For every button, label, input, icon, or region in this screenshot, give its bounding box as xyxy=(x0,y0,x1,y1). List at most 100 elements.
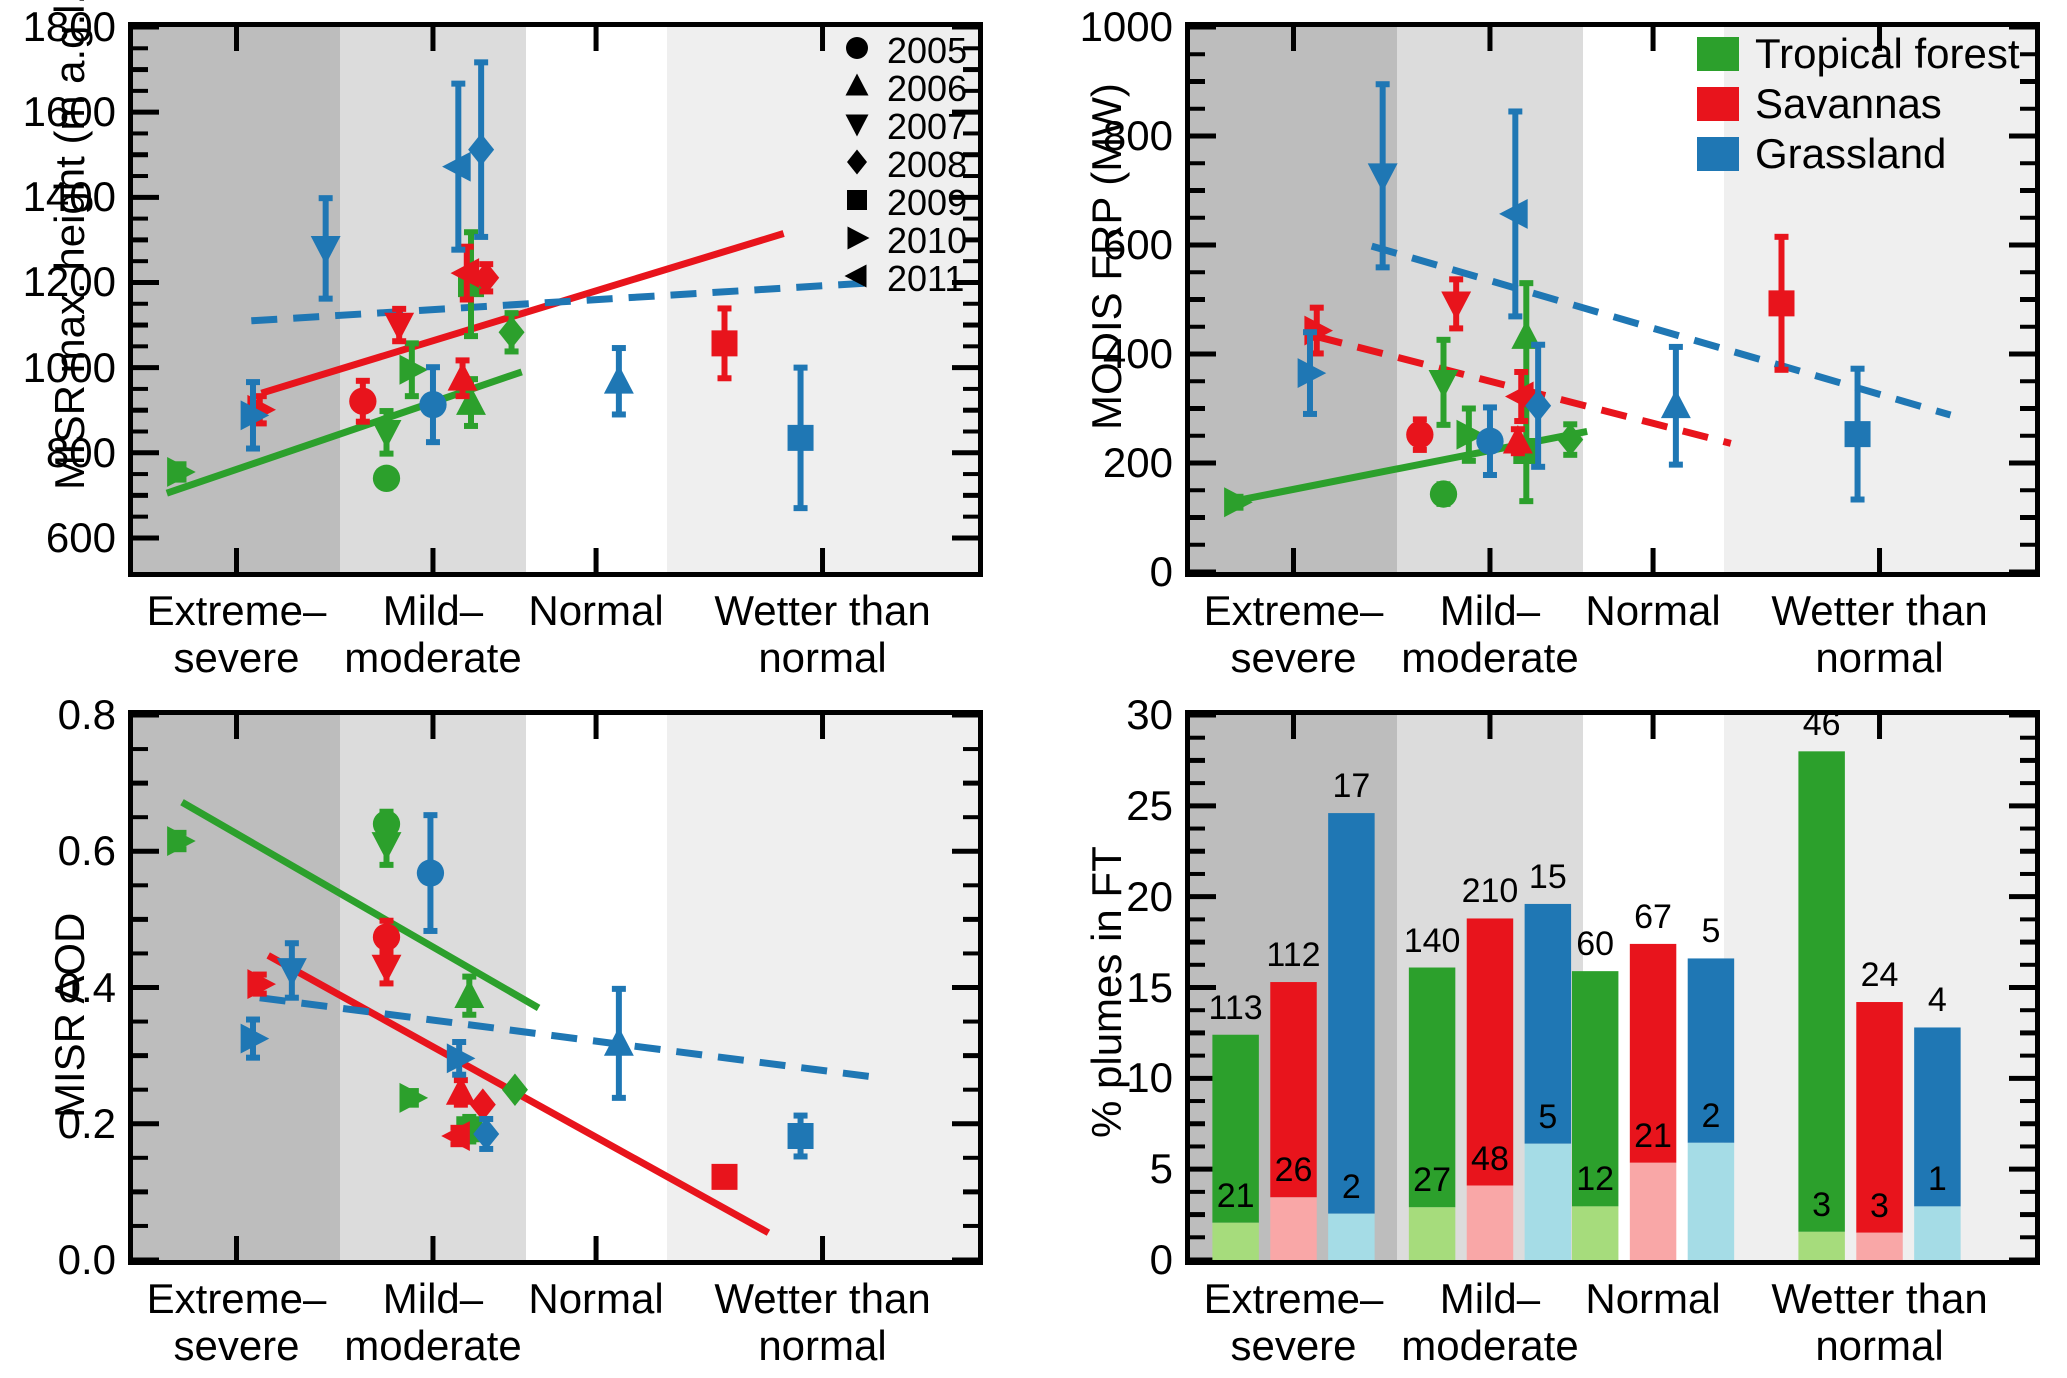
legend-year-label: 2006 xyxy=(887,68,968,109)
marker-diamond xyxy=(473,261,500,295)
bar-segment-upper xyxy=(1270,982,1317,1198)
background-band-0 xyxy=(133,715,341,1260)
data-point-savannas-2006 xyxy=(447,357,478,400)
data-point-tropical-forest-2008 xyxy=(498,310,525,355)
data-point-grassland-2008 xyxy=(473,1115,500,1152)
bar-total-label: 46 xyxy=(1802,705,1841,744)
marker-triangle-down xyxy=(1428,369,1459,399)
y-tick-label: 800 xyxy=(45,428,116,476)
x-category-line2: severe xyxy=(1230,634,1357,682)
legend-year-label: 2009 xyxy=(887,182,968,223)
marker-triangle-left xyxy=(1499,198,1528,229)
data-point-grassland-2010 xyxy=(240,1016,270,1061)
x-category-label-1: Mild– moderate xyxy=(1401,1275,1578,1369)
bar-inner-label: 26 xyxy=(1274,1151,1313,1190)
marker-triangle-up xyxy=(603,365,634,394)
x-category-line1: Wetter than xyxy=(1771,587,1988,634)
data-point-savannas-2007 xyxy=(384,305,415,345)
data-point-grassland-2005 xyxy=(1476,404,1504,478)
x-category-label-1: Mild– moderate xyxy=(1401,587,1578,681)
trendline-savannas xyxy=(260,230,785,397)
x-category-label-0: Extreme– severe xyxy=(1204,1275,1384,1369)
x-category-line2: severe xyxy=(173,634,300,682)
marker-triangle-down xyxy=(371,419,402,449)
y-tick-label: 5 xyxy=(1149,1145,1173,1193)
panel-misr-aod: MISR AOD 0.0 0.2 0.4 0.6 0.8 Extreme– severe Mi… xyxy=(0,688,1030,1378)
marker-square xyxy=(711,1163,738,1190)
marker-diamond xyxy=(1525,389,1552,423)
x-category-line1: Extreme– xyxy=(1203,587,1384,634)
bar-inner-label: 27 xyxy=(1413,1161,1451,1200)
legend-landcover-item-savannas: Savannas xyxy=(1697,80,2020,128)
data-point-grassland-2010 xyxy=(240,379,270,452)
x-category-label-0: Extreme– severe xyxy=(1204,587,1384,681)
marker-circle xyxy=(1429,480,1458,508)
bar-total-label: 4 xyxy=(1927,981,1947,1020)
marker-triangle-right xyxy=(240,1023,270,1054)
marker-circle xyxy=(372,923,401,951)
y-tick-label: 1600 xyxy=(22,88,116,136)
data-point-tropical-forest-2005 xyxy=(1429,480,1458,508)
legend-year-item-2011: 2011 xyxy=(835,260,967,298)
background-band-2 xyxy=(525,715,668,1260)
marker-diamond xyxy=(473,1117,500,1151)
y-tick-label: 800 xyxy=(1102,112,1173,159)
x-category-line2: severe xyxy=(1230,1322,1357,1370)
plot-area-misr-height xyxy=(128,22,983,577)
marker-triangle-down xyxy=(310,236,341,265)
bar-total-label: 210 xyxy=(1461,872,1519,911)
x-category-line2: moderate xyxy=(1401,634,1579,682)
y-tick-label: 0.0 xyxy=(57,1236,116,1283)
marker-diamond-icon xyxy=(835,145,879,185)
legend-years: 2005 2006 2007 2008 2009 2010 2011 xyxy=(835,32,967,298)
data-point-savannas-2007 xyxy=(371,947,402,987)
marker-diamond xyxy=(1557,423,1584,456)
data-point-savannas-2008 xyxy=(469,1088,496,1121)
data-point-savannas-2008 xyxy=(473,261,500,295)
data-point-tropical-forest-2008 xyxy=(1557,421,1584,458)
marker-diamond xyxy=(468,133,495,166)
legend-year-item-2005: 2005 xyxy=(835,32,967,70)
marker-triangle-right-icon xyxy=(835,221,879,261)
x-category-label-2: Normal xyxy=(528,587,663,634)
bar-inner-label: 3 xyxy=(1812,1185,1832,1224)
bar-segment-lower xyxy=(1798,1231,1845,1260)
bar-total-label: 113 xyxy=(1208,988,1263,1027)
marker-triangle-down xyxy=(276,958,307,987)
marker-triangle-up xyxy=(603,1027,634,1056)
legend-year-item-2010: 2010 xyxy=(835,222,967,260)
x-category-line1: Extreme– xyxy=(146,1275,327,1322)
data-point-grassland-2011 xyxy=(442,80,471,253)
x-category-line1: Mild– xyxy=(1439,587,1541,634)
y-tick-label: 0.4 xyxy=(57,963,116,1011)
marker-triangle-right xyxy=(167,456,196,487)
x-category-line1: Extreme– xyxy=(1203,1275,1384,1322)
y-tick-label: 600 xyxy=(45,513,116,561)
legend-year-item-2006: 2006 xyxy=(835,70,967,108)
x-category-line1: Wetter than xyxy=(1771,1275,1988,1322)
bar-segment-lower xyxy=(1212,1222,1259,1260)
marker-circle xyxy=(416,859,445,887)
bar-segment-upper xyxy=(1687,958,1735,1143)
panel-percent-plumes-ft: % plumes in FT 0 5 10 15 20 25 30 Extreme– sever… xyxy=(1037,688,2067,1378)
legend-landcover-label: Grassland xyxy=(1755,130,1947,177)
background-band-1 xyxy=(340,715,526,1260)
marker-triangle-down xyxy=(384,312,415,342)
marker-triangle-up xyxy=(445,1076,476,1105)
x-category-line1: Normal xyxy=(1585,1275,1721,1322)
bar-segment-upper xyxy=(1328,813,1375,1214)
data-point-savannas-2005 xyxy=(1406,416,1434,453)
y-tick-label: 1800 xyxy=(22,3,116,50)
data-point-grassland-2006 xyxy=(603,345,634,418)
marker-circle-icon xyxy=(835,31,879,71)
x-category-line2: normal xyxy=(758,1322,887,1370)
legend-landcover-item-tropical-forest: Tropical forest xyxy=(1697,30,2020,78)
data-point-savannas-2009 xyxy=(1768,233,1795,373)
x-category-label-3: Wetter than normal xyxy=(714,1275,930,1369)
data-point-grassland-2008 xyxy=(468,59,495,240)
x-category-line2: normal xyxy=(1815,1322,1944,1370)
legend-color-swatch xyxy=(1697,137,1739,171)
x-category-line2: normal xyxy=(758,634,887,682)
x-category-line1: Wetter than xyxy=(714,1275,931,1322)
